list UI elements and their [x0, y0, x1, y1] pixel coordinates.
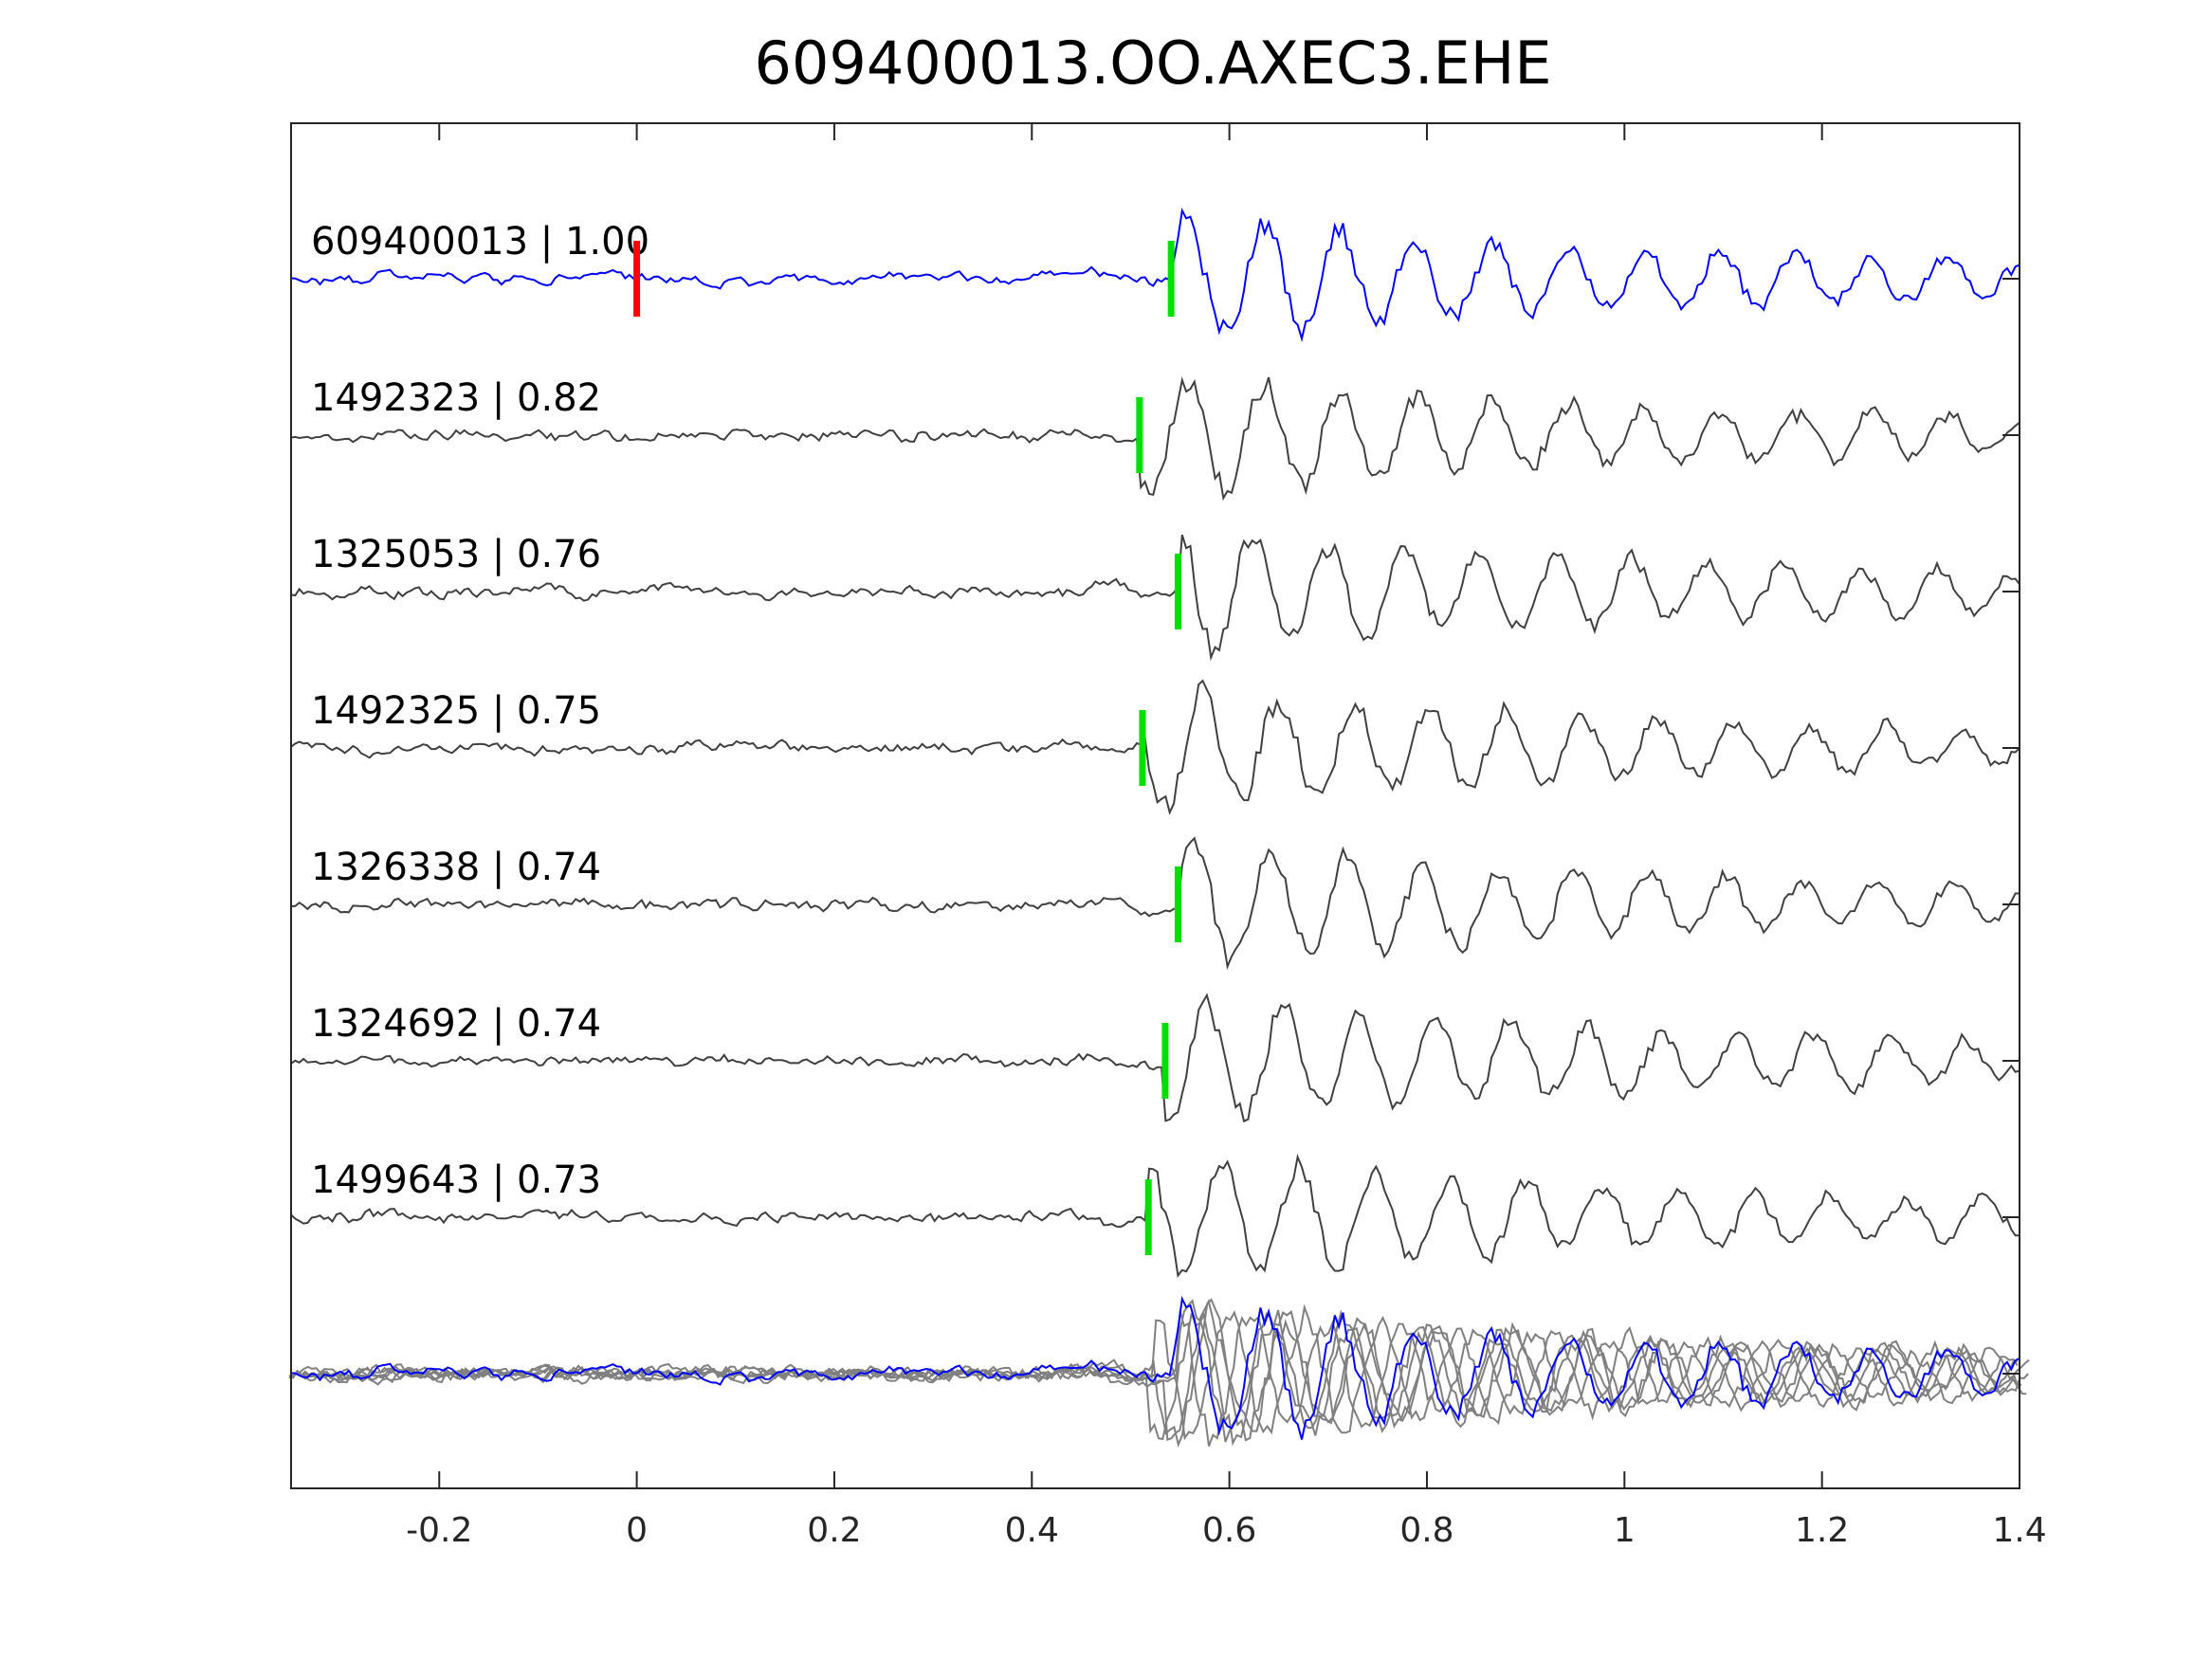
x-tick-label: 0 [626, 1511, 648, 1550]
plot-frame [290, 122, 2020, 1489]
x-tick-label: 0.2 [807, 1511, 861, 1550]
trace-label-1326338: 1326338 | 0.74 [311, 846, 601, 889]
x-tick-label: 0.4 [1005, 1511, 1059, 1550]
stack-trace-1492325 [299, 1298, 2029, 1449]
x-tick-label: 1 [1614, 1511, 1636, 1550]
trace-line-1326338 [290, 836, 2020, 971]
trace-label-1325053: 1325053 | 0.76 [311, 533, 601, 576]
x-tick-label: 1.4 [1992, 1511, 2046, 1550]
stack-trace-1325053 [288, 1310, 2019, 1447]
trace-label-1492325: 1492325 | 0.75 [311, 689, 601, 733]
trace-line-1324692 [290, 993, 2020, 1123]
x-tick-label: 0.8 [1399, 1511, 1453, 1550]
stack-trace-1499643 [297, 1304, 2027, 1441]
x-axis: -0.2 0 0.2 0.4 0.6 0.8 1 1.2 1.4 [406, 123, 2047, 1550]
chart-title: 609400013.OO.AXEC3.EHE [755, 28, 1552, 98]
stack-template-trace [290, 1295, 2020, 1440]
trace-line-1499643 [290, 1154, 2020, 1278]
trace-label-1499643: 1499643 | 0.73 [311, 1158, 601, 1202]
trace-label-1324692: 1324692 | 0.74 [311, 1002, 601, 1046]
stack-trace-1324692 [292, 1299, 2022, 1442]
traces-group [288, 208, 2030, 1449]
trace-line-1325053 [290, 534, 2020, 662]
x-tick-label: 1.2 [1795, 1511, 1849, 1550]
trace-line-1492325 [290, 679, 2020, 815]
trace-label-1492323: 1492323 | 0.82 [311, 376, 601, 420]
trace-labels: 609400013 | 1.00 1492323 | 0.82 1325053 | … [311, 220, 649, 1202]
trace-line-609400013 [290, 208, 2020, 343]
x-tick-label: 0.6 [1202, 1511, 1256, 1550]
stack-trace-1326338 [288, 1299, 2018, 1443]
trace-line-1492323 [290, 376, 2020, 501]
pick-markers [633, 241, 1181, 1255]
x-tick-label: -0.2 [406, 1511, 472, 1550]
trace-label-609400013: 609400013 | 1.00 [311, 220, 649, 264]
